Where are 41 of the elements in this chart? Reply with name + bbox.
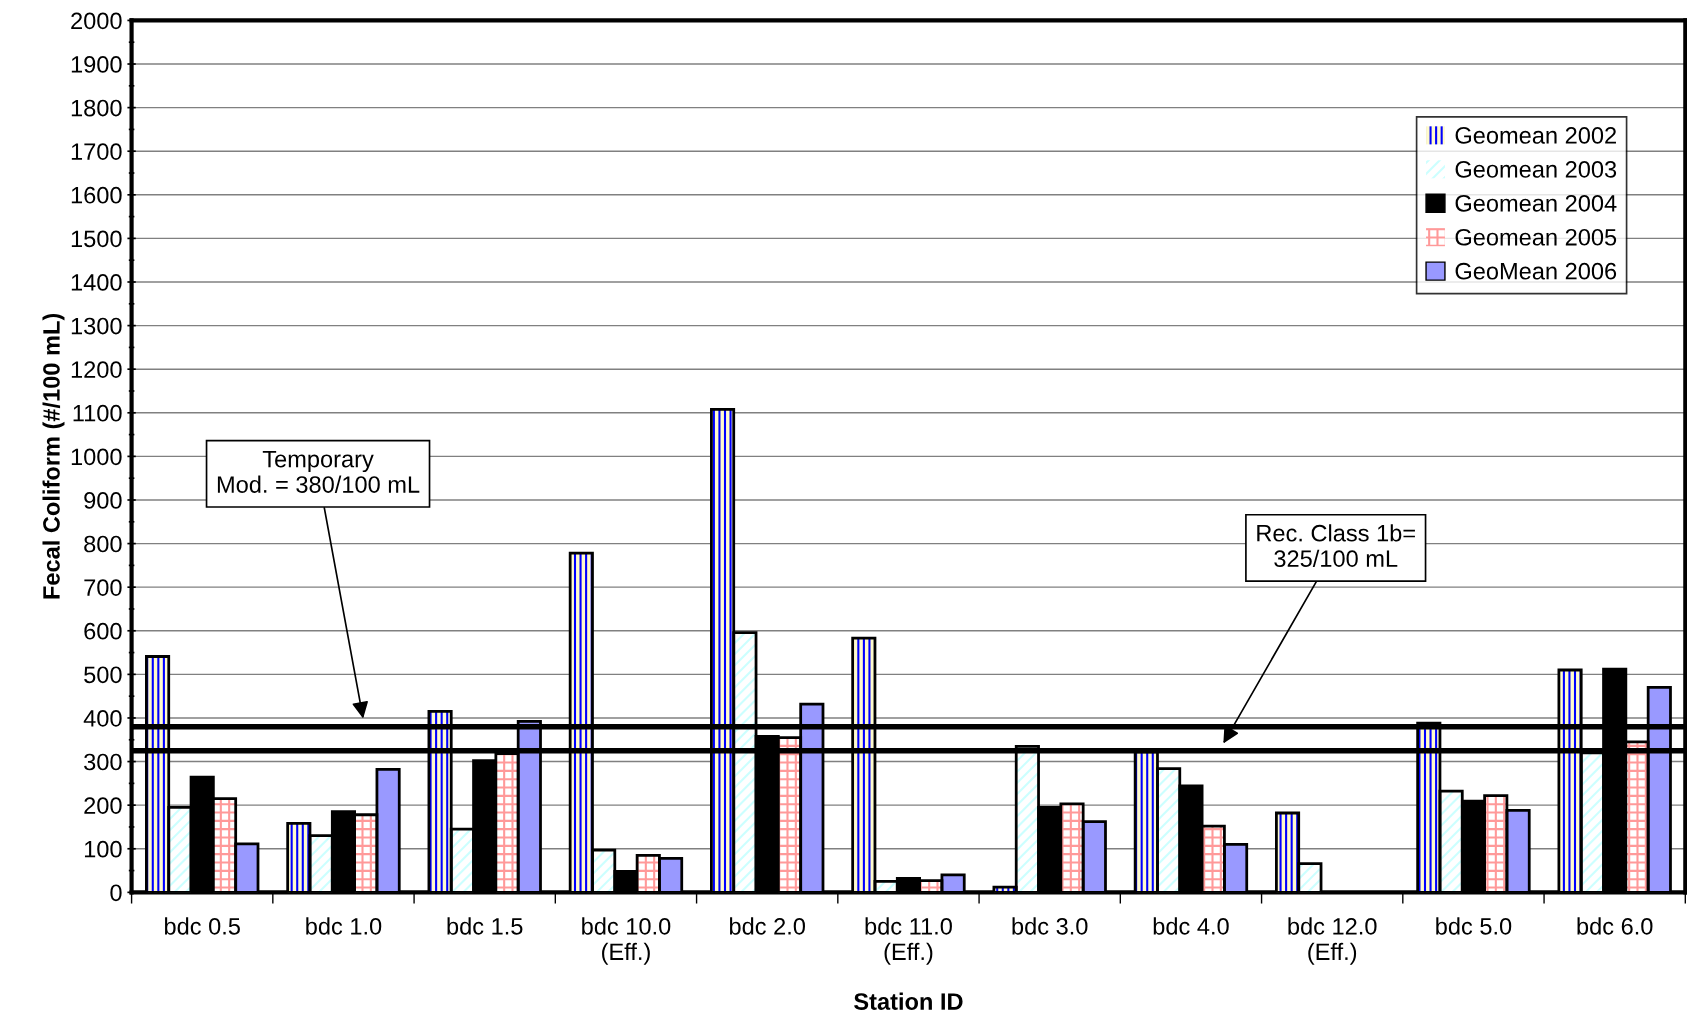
y-tick-label: 200	[84, 797, 122, 814]
legend-label: Geomean 2002	[1455, 127, 1616, 144]
x-tick-label: bdc 0.5	[165, 917, 240, 935]
x-tick-label: bdc 12.0 (Eff.)	[1288, 917, 1377, 965]
legend-label: Geomean 2005	[1455, 228, 1617, 246]
legend-label: GeoMean 2006	[1455, 262, 1617, 280]
x-tick-label: bdc 5.0	[1436, 917, 1512, 935]
x-tick-label: bdc 1.0	[306, 917, 382, 935]
y-tick-label: 300	[84, 753, 122, 771]
y-tick-label: 1000	[71, 448, 122, 466]
y-tick-label: 500	[84, 666, 122, 684]
x-axis-title: Station ID	[854, 992, 963, 1010]
ref-line-label: Rec. Class 1b= 325/100 mL	[1257, 524, 1415, 567]
y-tick-label: 1800	[71, 99, 122, 117]
y-tick-label: 1600	[71, 186, 122, 204]
y-tick-label: 900	[84, 492, 122, 509]
y-axis-title: Fecal Coliform (#/100 mL)	[42, 313, 65, 599]
y-tick-label: 100	[84, 840, 122, 858]
x-tick-label: bdc 11.0 (Eff.)	[865, 917, 952, 965]
y-tick-label: 1200	[71, 361, 122, 378]
x-tick-label: bdc 6.0	[1577, 917, 1653, 935]
y-tick-label: 800	[84, 535, 122, 553]
x-tick-label: bdc 4.0	[1153, 917, 1229, 935]
y-tick-label: 1400	[71, 274, 122, 291]
x-tick-label: bdc 10.0 (Eff.)	[582, 917, 671, 965]
y-tick-label: 1900	[71, 56, 122, 73]
y-tick-label: 0	[110, 884, 122, 902]
ref-line-label: Temporary Mod. = 380/100 mL	[217, 450, 420, 493]
y-tick-label: 1700	[71, 143, 122, 160]
y-tick-label: 1300	[71, 317, 122, 335]
x-tick-label: bdc 3.0	[1012, 917, 1088, 935]
x-tick-label: bdc 1.5	[447, 917, 523, 935]
legend-label: Geomean 2003	[1455, 161, 1617, 178]
y-tick-label: 1500	[71, 230, 122, 248]
y-tick-label: 2000	[71, 12, 122, 30]
y-tick-label: 400	[83, 710, 122, 727]
y-tick-label: 1100	[73, 404, 122, 422]
y-tick-label: 700	[84, 579, 122, 596]
legend-label: Geomean 2004	[1455, 194, 1617, 212]
x-tick-label: bdc 2.0	[730, 917, 806, 935]
y-tick-label: 600	[84, 622, 122, 640]
